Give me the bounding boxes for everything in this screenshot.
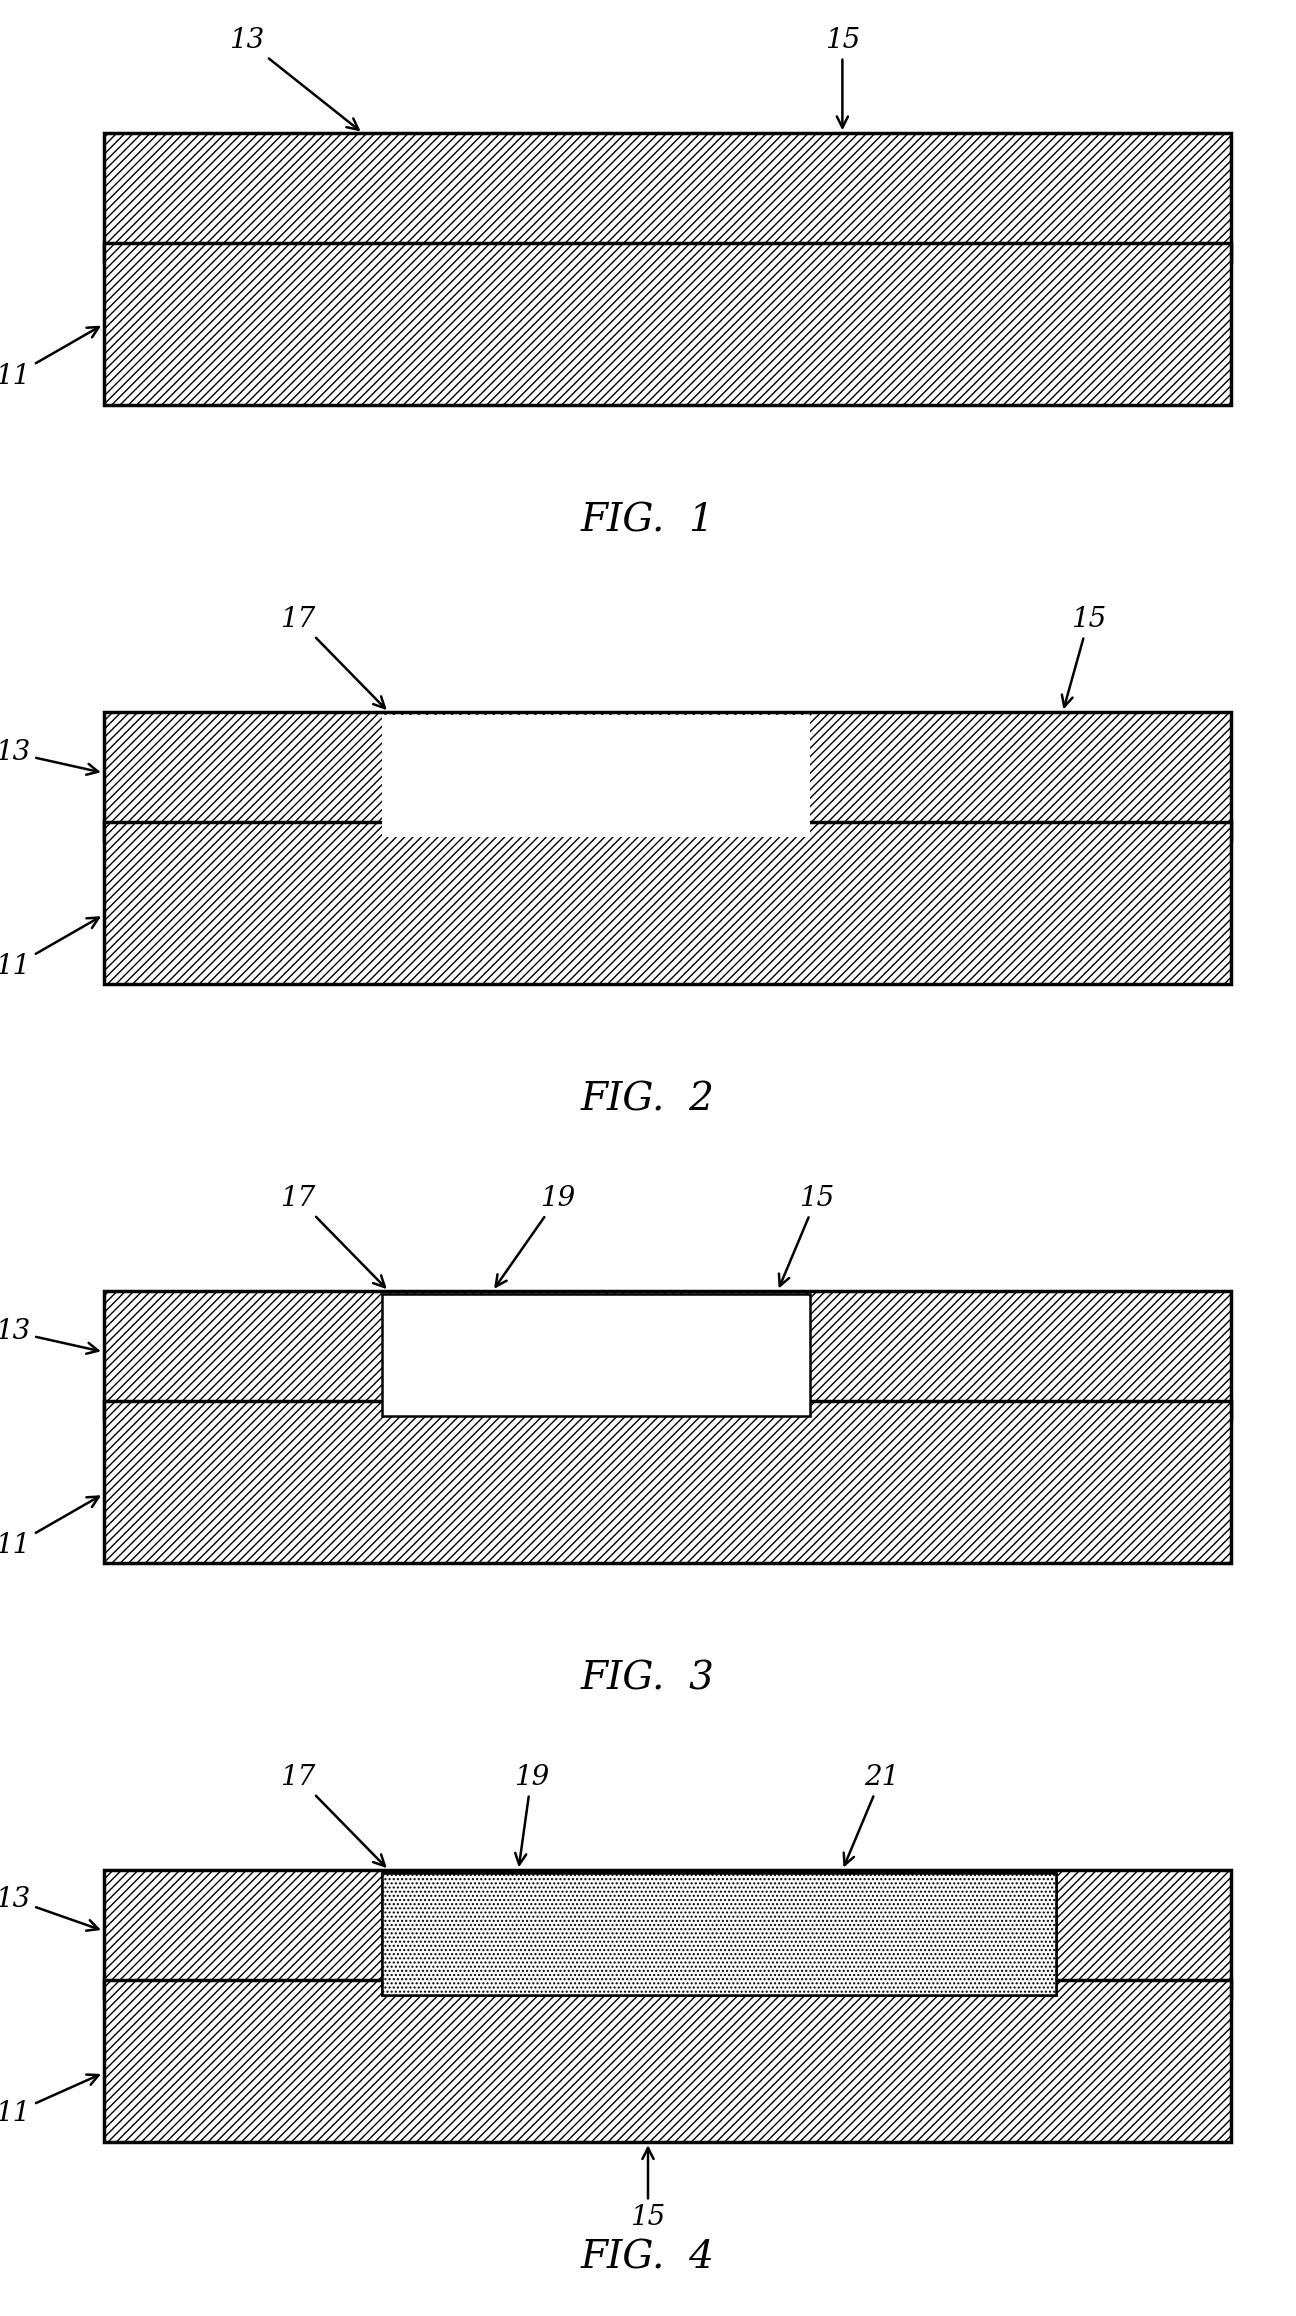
Bar: [382, 1295, 810, 1415]
Text: 19: 19: [513, 1765, 550, 1864]
Text: 13: 13: [0, 1318, 98, 1355]
Text: 13: 13: [0, 1885, 98, 1932]
Bar: [104, 1871, 1231, 1996]
Text: FIG.  1: FIG. 1: [581, 503, 715, 540]
Text: 17: 17: [280, 1765, 385, 1867]
Bar: [382, 1874, 1056, 1994]
Bar: [104, 1292, 1231, 1417]
Text: 13: 13: [0, 739, 98, 776]
Text: 11: 11: [0, 917, 98, 980]
Text: 15: 15: [779, 1186, 835, 1285]
Text: 15: 15: [1061, 607, 1107, 706]
Bar: [104, 1980, 1231, 2142]
Bar: [104, 713, 1231, 841]
Text: 15: 15: [630, 2147, 666, 2230]
Bar: [104, 134, 1231, 262]
Text: 11: 11: [0, 2075, 98, 2126]
Text: 17: 17: [280, 1186, 385, 1288]
Text: 19: 19: [495, 1186, 575, 1288]
Text: FIG.  3: FIG. 3: [581, 1661, 715, 1698]
Bar: [104, 822, 1231, 984]
Bar: [382, 1874, 1056, 1994]
Bar: [104, 243, 1231, 405]
Bar: [382, 716, 810, 836]
Text: 11: 11: [0, 1496, 98, 1559]
Text: 13: 13: [228, 28, 359, 130]
Text: 21: 21: [844, 1765, 899, 1864]
Bar: [104, 1401, 1231, 1563]
Text: 11: 11: [0, 327, 98, 389]
Text: FIG.  4: FIG. 4: [581, 2240, 715, 2277]
Text: 17: 17: [280, 607, 385, 709]
Text: FIG.  2: FIG. 2: [581, 1082, 715, 1119]
Text: 15: 15: [824, 28, 861, 127]
